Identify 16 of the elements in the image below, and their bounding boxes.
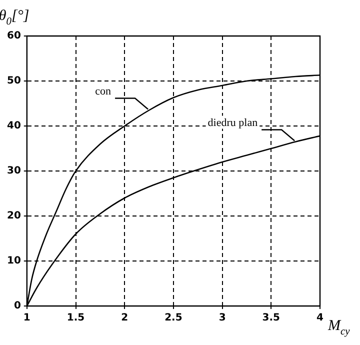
y-tick-label: 20 [6,210,21,222]
x-tick-label: 1 [23,312,30,324]
y-tick-label: 60 [6,30,21,42]
y-tick-label: 30 [6,166,21,177]
x-tick-label: 1.5 [66,312,85,324]
x-tick-label: 2.5 [164,312,182,324]
x-tick-label: 2 [121,312,128,324]
y-tick-label: 10 [6,256,21,267]
x-tick-label: 3 [218,312,226,324]
text: con [95,85,112,98]
y-tick-label: 50 [6,76,21,87]
y-tick-label: 0 [14,300,21,312]
text: diedru plan [208,116,258,129]
y-tick-label: 40 [6,120,21,132]
x-tick-label: 4 [316,312,324,324]
x-tick-label: 3.5 [262,312,280,324]
